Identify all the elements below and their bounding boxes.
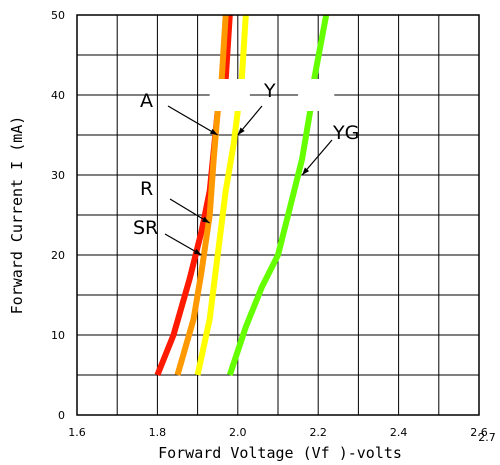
leader-arrowhead (193, 248, 202, 255)
leader-arrowhead (237, 127, 245, 135)
plot-frame (76, 14, 480, 416)
tick-labels: 1.6 1.8 2.0 2.2 2.4 2.62.7 0 10 20 30 40 50 (51, 9, 496, 444)
y-tick-label: 40 (51, 89, 65, 102)
curve-label-yg: YG (332, 122, 359, 144)
y-axis-label: Forward Current I (mA) (8, 116, 26, 315)
y-tick-label: 50 (51, 9, 65, 22)
leader-arrowhead (209, 128, 218, 135)
y-tick-label: 10 (51, 329, 65, 342)
leader-arrowhead (302, 167, 310, 175)
x-tick-label: 1.8 (149, 426, 167, 439)
series-line-a (174, 14, 229, 376)
y-tick-label: 30 (51, 169, 65, 182)
y-tick-label: 0 (58, 409, 65, 422)
x-tick-label: 2.2 (309, 426, 327, 439)
leader-line (301, 139, 333, 176)
curve-label-r: R (140, 178, 153, 200)
curve-label-y: Y (263, 80, 276, 102)
leader-line (169, 198, 210, 224)
x-tick-label: 1.6 (68, 426, 86, 439)
curve-label-a: A (140, 90, 153, 112)
x-tick-label: 2.7 (478, 431, 496, 444)
x-tick-label: 2.4 (390, 426, 408, 439)
grid-lines (77, 15, 479, 415)
curve-label-sr: SR (133, 217, 158, 239)
break-gap (209, 79, 250, 111)
leader-line (167, 105, 219, 136)
x-tick-label: 2.0 (229, 426, 247, 439)
leader-arrowhead (201, 216, 210, 223)
series-layer (154, 14, 330, 377)
x-axis-label: Forward Voltage (Vf )-volts (158, 444, 402, 462)
axis-break (209, 79, 335, 111)
y-tick-label: 20 (51, 249, 65, 262)
leader-lines (164, 105, 333, 256)
x-tick-label: 2.6 (470, 426, 488, 439)
break-gap (298, 79, 335, 111)
